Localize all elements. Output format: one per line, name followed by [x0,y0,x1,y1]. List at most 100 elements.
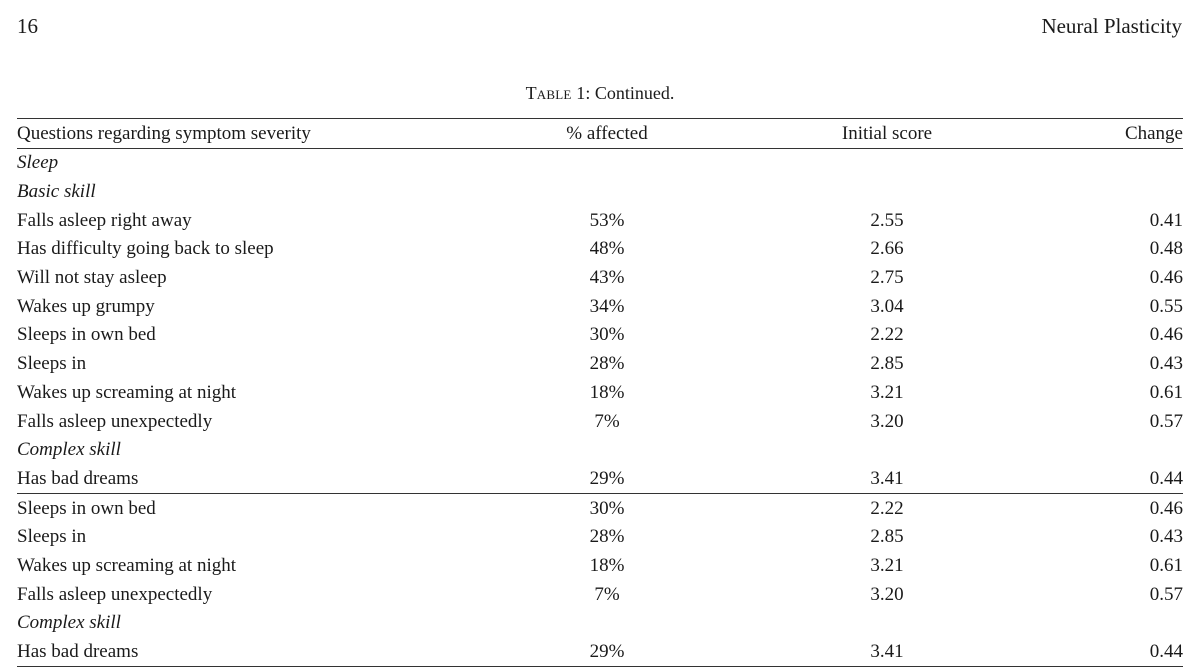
question-cell: Wakes up screaming at night [17,381,237,403]
change-cell: 0.57 [1149,583,1183,605]
table-caption-label: Table 1 [525,83,586,103]
empty-cell [1077,178,1183,207]
change-cell: 0.43 [1149,526,1183,548]
empty-cell [697,149,1077,178]
question-cell: Wakes up grumpy [17,295,155,317]
table-row: Wakes up screaming at night 18% 3.21 0.61 [17,379,1183,408]
change-cell: 0.61 [1149,381,1183,403]
affected-cell: 7% [594,410,620,432]
table-row: Has bad dreams 29% 3.41 0.44 [17,637,1183,668]
section-label: Sleep [17,152,59,174]
empty-cell [517,609,697,638]
empty-cell [517,436,697,465]
question-cell: Has difficulty going back to sleep [17,238,274,260]
initial-score-cell: 2.55 [870,209,904,231]
affected-cell: 18% [589,554,625,576]
empty-cell [697,178,1077,207]
question-cell: Has bad dreams [17,637,517,668]
subsection-label: Basic skill [17,181,96,203]
symptom-severity-table: Questions regarding symptom severity % a… [17,118,1183,668]
initial-score-cell: 3.20 [870,410,904,432]
question-cell: Sleeps in [17,526,87,548]
empty-cell [697,436,1077,465]
initial-score-cell: 3.21 [870,381,904,403]
table-row: Will not stay asleep 43% 2.75 0.46 [17,264,1183,293]
initial-score-cell: 2.22 [870,324,904,346]
affected-cell: 43% [589,267,625,289]
change-cell: 0.46 [1077,493,1183,523]
affected-cell: 28% [589,526,625,548]
initial-score-cell: 3.41 [870,467,904,489]
change-cell: 0.57 [1149,410,1183,432]
table-row: Wakes up screaming at night 18% 3.21 0.61 [17,552,1183,581]
table-row: Has difficulty going back to sleep 48% 2.6… [17,235,1183,264]
empty-cell [697,609,1077,638]
column-header-initial-score: Initial score [697,118,1077,149]
table-row: Sleeps in own bed 30% 2.22 0.46 [17,493,1183,523]
empty-cell [1077,609,1183,638]
column-header-change: Change [1077,118,1183,149]
table-row: Falls asleep unexpectedly 7% 3.20 0.57 [17,580,1183,609]
column-header-question: Questions regarding symptom severity [17,118,517,149]
initial-score-cell: 2.66 [870,238,904,260]
table-header-row: Questions regarding symptom severity % a… [17,118,1183,149]
initial-score-cell: 3.04 [870,295,904,317]
subsection-row: Complex skill [17,436,1183,465]
change-cell: 0.55 [1149,295,1183,317]
subsection-label: Complex skill [17,439,121,461]
question-cell: Sleeps in own bed [17,324,156,346]
question-cell: Has bad dreams [17,467,139,489]
table-caption: Table 1: Continued. [0,83,1200,104]
affected-cell: 29% [517,637,697,668]
question-cell: Will not stay asleep [17,267,167,289]
table-row: Sleeps in own bed 30% 2.22 0.46 [17,321,1183,350]
empty-cell [1077,436,1183,465]
initial-score-cell: 3.20 [870,583,904,605]
affected-cell: 53% [589,209,625,231]
change-cell: 0.44 [1077,637,1183,668]
initial-score-cell: 3.41 [697,637,1077,668]
initial-score-cell: 2.85 [870,353,904,375]
empty-cell [517,149,697,178]
initial-score-cell: 2.22 [697,493,1077,523]
empty-cell [517,178,697,207]
table-caption-text: : Continued. [585,83,675,103]
affected-cell: 30% [517,493,697,523]
initial-score-cell: 2.85 [870,526,904,548]
table-row: Sleeps in 28% 2.85 0.43 [17,350,1183,379]
affected-cell: 28% [589,353,625,375]
question-cell: Falls asleep right away [17,209,192,231]
affected-cell: 30% [589,324,625,346]
subsection-row: Complex skill [17,609,1183,638]
change-cell: 0.48 [1149,238,1183,260]
question-cell: Sleeps in own bed [17,493,517,523]
question-cell: Falls asleep unexpectedly [17,410,213,432]
affected-cell: 34% [589,295,625,317]
change-cell: 0.61 [1149,554,1183,576]
section-row: Sleep [17,149,1183,178]
table-row: Wakes up grumpy 34% 3.04 0.55 [17,292,1183,321]
affected-cell: 18% [589,381,625,403]
table-body: Sleep Basic skill Falls asleep right away 5… [17,149,1183,668]
change-cell: 0.43 [1149,353,1183,375]
initial-score-cell: 3.21 [870,554,904,576]
change-cell: 0.46 [1149,267,1183,289]
table-row: Falls asleep right away 53% 2.55 0.41 [17,206,1183,235]
column-header-affected: % affected [517,118,697,149]
subsection-row: Basic skill [17,178,1183,207]
table-row: Falls asleep unexpectedly 7% 3.20 0.57 [17,407,1183,436]
page-number: 16 [17,14,38,38]
affected-cell: 48% [589,238,625,260]
table-row: Has bad dreams 29% 3.41 0.44 [17,465,1183,494]
empty-cell [1077,149,1183,178]
initial-score-cell: 2.75 [870,267,904,289]
affected-cell: 7% [594,583,620,605]
journal-name: Neural Plasticity [1041,14,1182,38]
change-cell: 0.41 [1149,209,1183,231]
question-cell: Sleeps in [17,353,87,375]
table-row: Sleeps in 28% 2.85 0.43 [17,523,1183,552]
question-cell: Wakes up screaming at night [17,554,237,576]
subsection-label: Complex skill [17,612,121,634]
change-cell: 0.46 [1149,324,1183,346]
question-cell: Falls asleep unexpectedly [17,583,213,605]
